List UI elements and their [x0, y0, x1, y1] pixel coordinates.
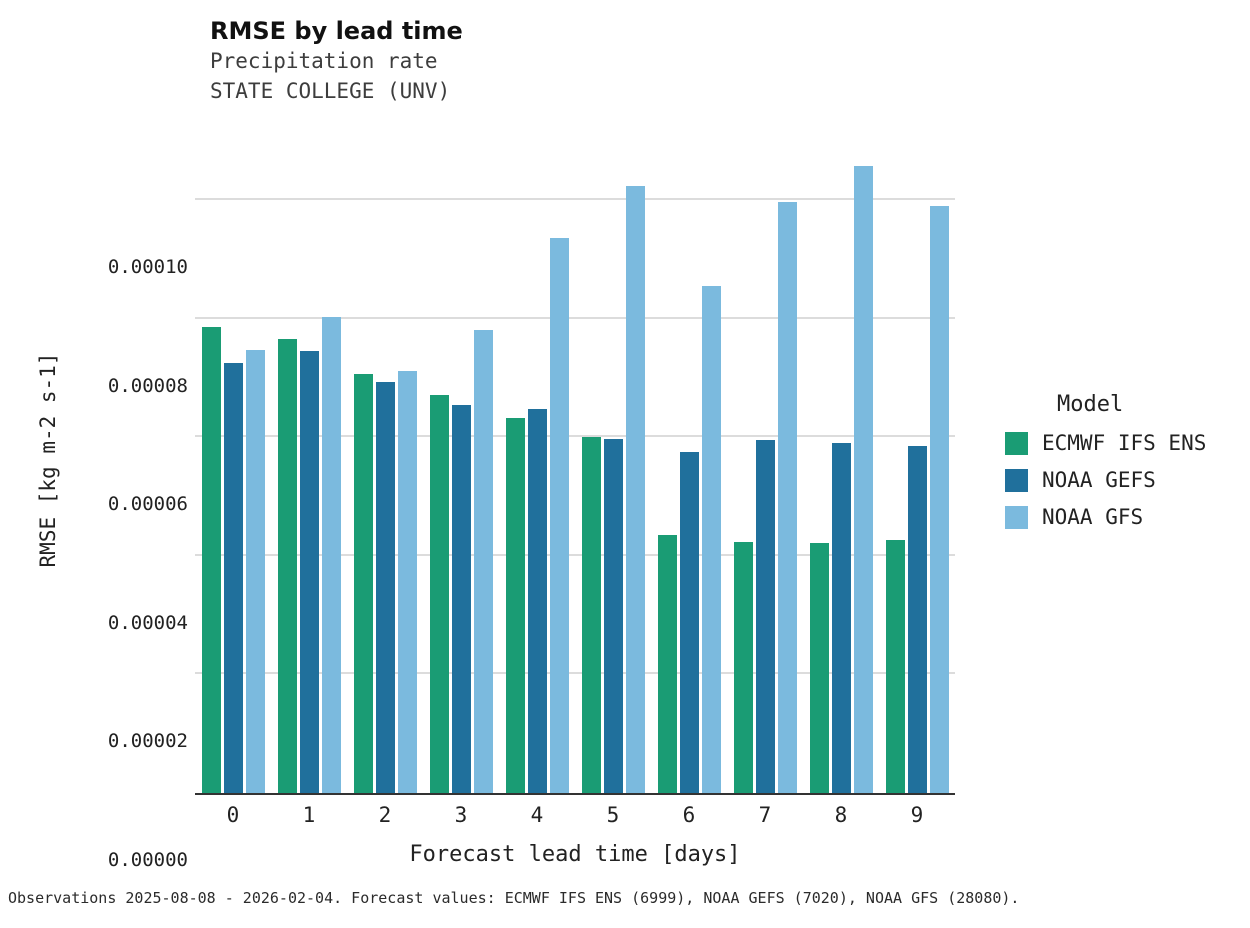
y-axis-title: RMSE [kg m-2 s-1]	[36, 352, 60, 568]
bars-row	[195, 140, 955, 793]
bar-group-lead-0	[195, 140, 271, 793]
bar-group-lead-8	[803, 140, 879, 793]
bar	[853, 166, 873, 793]
bar	[701, 286, 721, 793]
bar	[527, 409, 547, 793]
gridline	[195, 435, 955, 437]
legend-title: Model	[1057, 392, 1124, 417]
bar-group-lead-4	[499, 140, 575, 793]
bar-group-lead-5	[575, 140, 651, 793]
chart-subtitle-variable: Precipitation rate	[210, 49, 438, 73]
bar-group-lead-6	[651, 140, 727, 793]
x-tick-label: 7	[758, 803, 772, 827]
legend-items: ECMWF IFS ENS NOAA GEFS NOAA GFS	[1005, 431, 1206, 529]
legend-swatch	[1005, 505, 1028, 529]
legend-label: NOAA GFS	[1042, 505, 1144, 529]
bar	[375, 382, 395, 793]
bar	[505, 418, 525, 793]
title-block: RMSE by lead time Precipitation rate STA…	[210, 16, 463, 106]
bar	[223, 363, 243, 793]
x-tick-label: 0	[226, 803, 240, 827]
y-tick-label: 0.00002	[107, 730, 188, 752]
y-tick-label: 0.00000	[107, 849, 188, 871]
legend-item: NOAA GFS	[1005, 505, 1206, 529]
x-tick-label: 2	[378, 803, 392, 827]
legend: Model ECMWF IFS ENS NOAA GEFS NOAA GFS	[1005, 392, 1206, 542]
bar	[929, 206, 949, 793]
bar	[603, 439, 623, 793]
bar	[679, 452, 699, 793]
chart-title: RMSE by lead time	[210, 17, 463, 45]
bar	[321, 317, 341, 793]
bar-group-lead-2	[347, 140, 423, 793]
chart-subtitle-station: STATE COLLEGE (UNV)	[210, 79, 451, 103]
bar	[473, 330, 493, 793]
bar	[353, 374, 373, 793]
bar-group-lead-7	[727, 140, 803, 793]
legend-swatch	[1005, 468, 1028, 492]
gridline	[195, 198, 955, 200]
bar	[581, 437, 601, 793]
bar	[907, 446, 927, 793]
x-axis-title: Forecast lead time [days]	[409, 842, 741, 867]
plot-area	[195, 140, 955, 795]
x-tick-label: 6	[682, 803, 696, 827]
bar-group-lead-9	[879, 140, 955, 793]
bar-group-lead-1	[271, 140, 347, 793]
bar	[549, 238, 569, 793]
bar	[277, 339, 297, 793]
bar	[733, 542, 753, 793]
gridline	[195, 554, 955, 556]
x-tick-label: 1	[302, 803, 316, 827]
bar	[245, 350, 265, 793]
x-tick-label: 8	[834, 803, 848, 827]
legend-label: ECMWF IFS ENS	[1042, 431, 1207, 455]
bar	[397, 371, 417, 793]
legend-item: ECMWF IFS ENS	[1005, 431, 1206, 455]
legend-item: NOAA GEFS	[1005, 468, 1206, 492]
y-tick-label: 0.00008	[107, 375, 188, 397]
bar	[885, 540, 905, 793]
bar	[625, 186, 645, 793]
y-tick-label: 0.00006	[107, 493, 188, 515]
footer-caption: Observations 2025-08-08 - 2026-02-04. Fo…	[8, 889, 1020, 907]
x-tick-label: 9	[910, 803, 924, 827]
gridline	[195, 317, 955, 319]
bar-group-lead-3	[423, 140, 499, 793]
y-tick-label: 0.00010	[107, 256, 188, 278]
bar	[657, 535, 677, 793]
bar	[831, 443, 851, 793]
bar	[809, 543, 829, 793]
bar	[429, 395, 449, 793]
x-axis-tick-labels: 0 1 2 3 4 5 6 7 8 9	[195, 803, 955, 827]
legend-swatch	[1005, 431, 1028, 455]
bar	[201, 327, 221, 793]
x-tick-label: 4	[530, 803, 544, 827]
bar	[451, 405, 471, 793]
gridline	[195, 672, 955, 674]
x-tick-label: 5	[606, 803, 620, 827]
bar	[755, 440, 775, 793]
legend-label: NOAA GEFS	[1042, 468, 1156, 492]
bar	[777, 202, 797, 793]
chart-area: 0.00000 0.00002 0.00004 0.00006 0.00008 0.000…	[0, 140, 960, 871]
x-tick-label: 3	[454, 803, 468, 827]
bar	[299, 351, 319, 793]
y-tick-label: 0.00004	[107, 612, 188, 634]
